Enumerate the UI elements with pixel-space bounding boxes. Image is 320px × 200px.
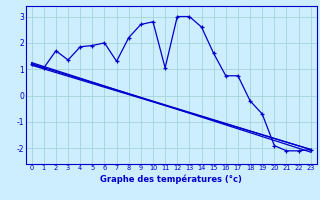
X-axis label: Graphe des températures (°c): Graphe des températures (°c) xyxy=(100,174,242,184)
